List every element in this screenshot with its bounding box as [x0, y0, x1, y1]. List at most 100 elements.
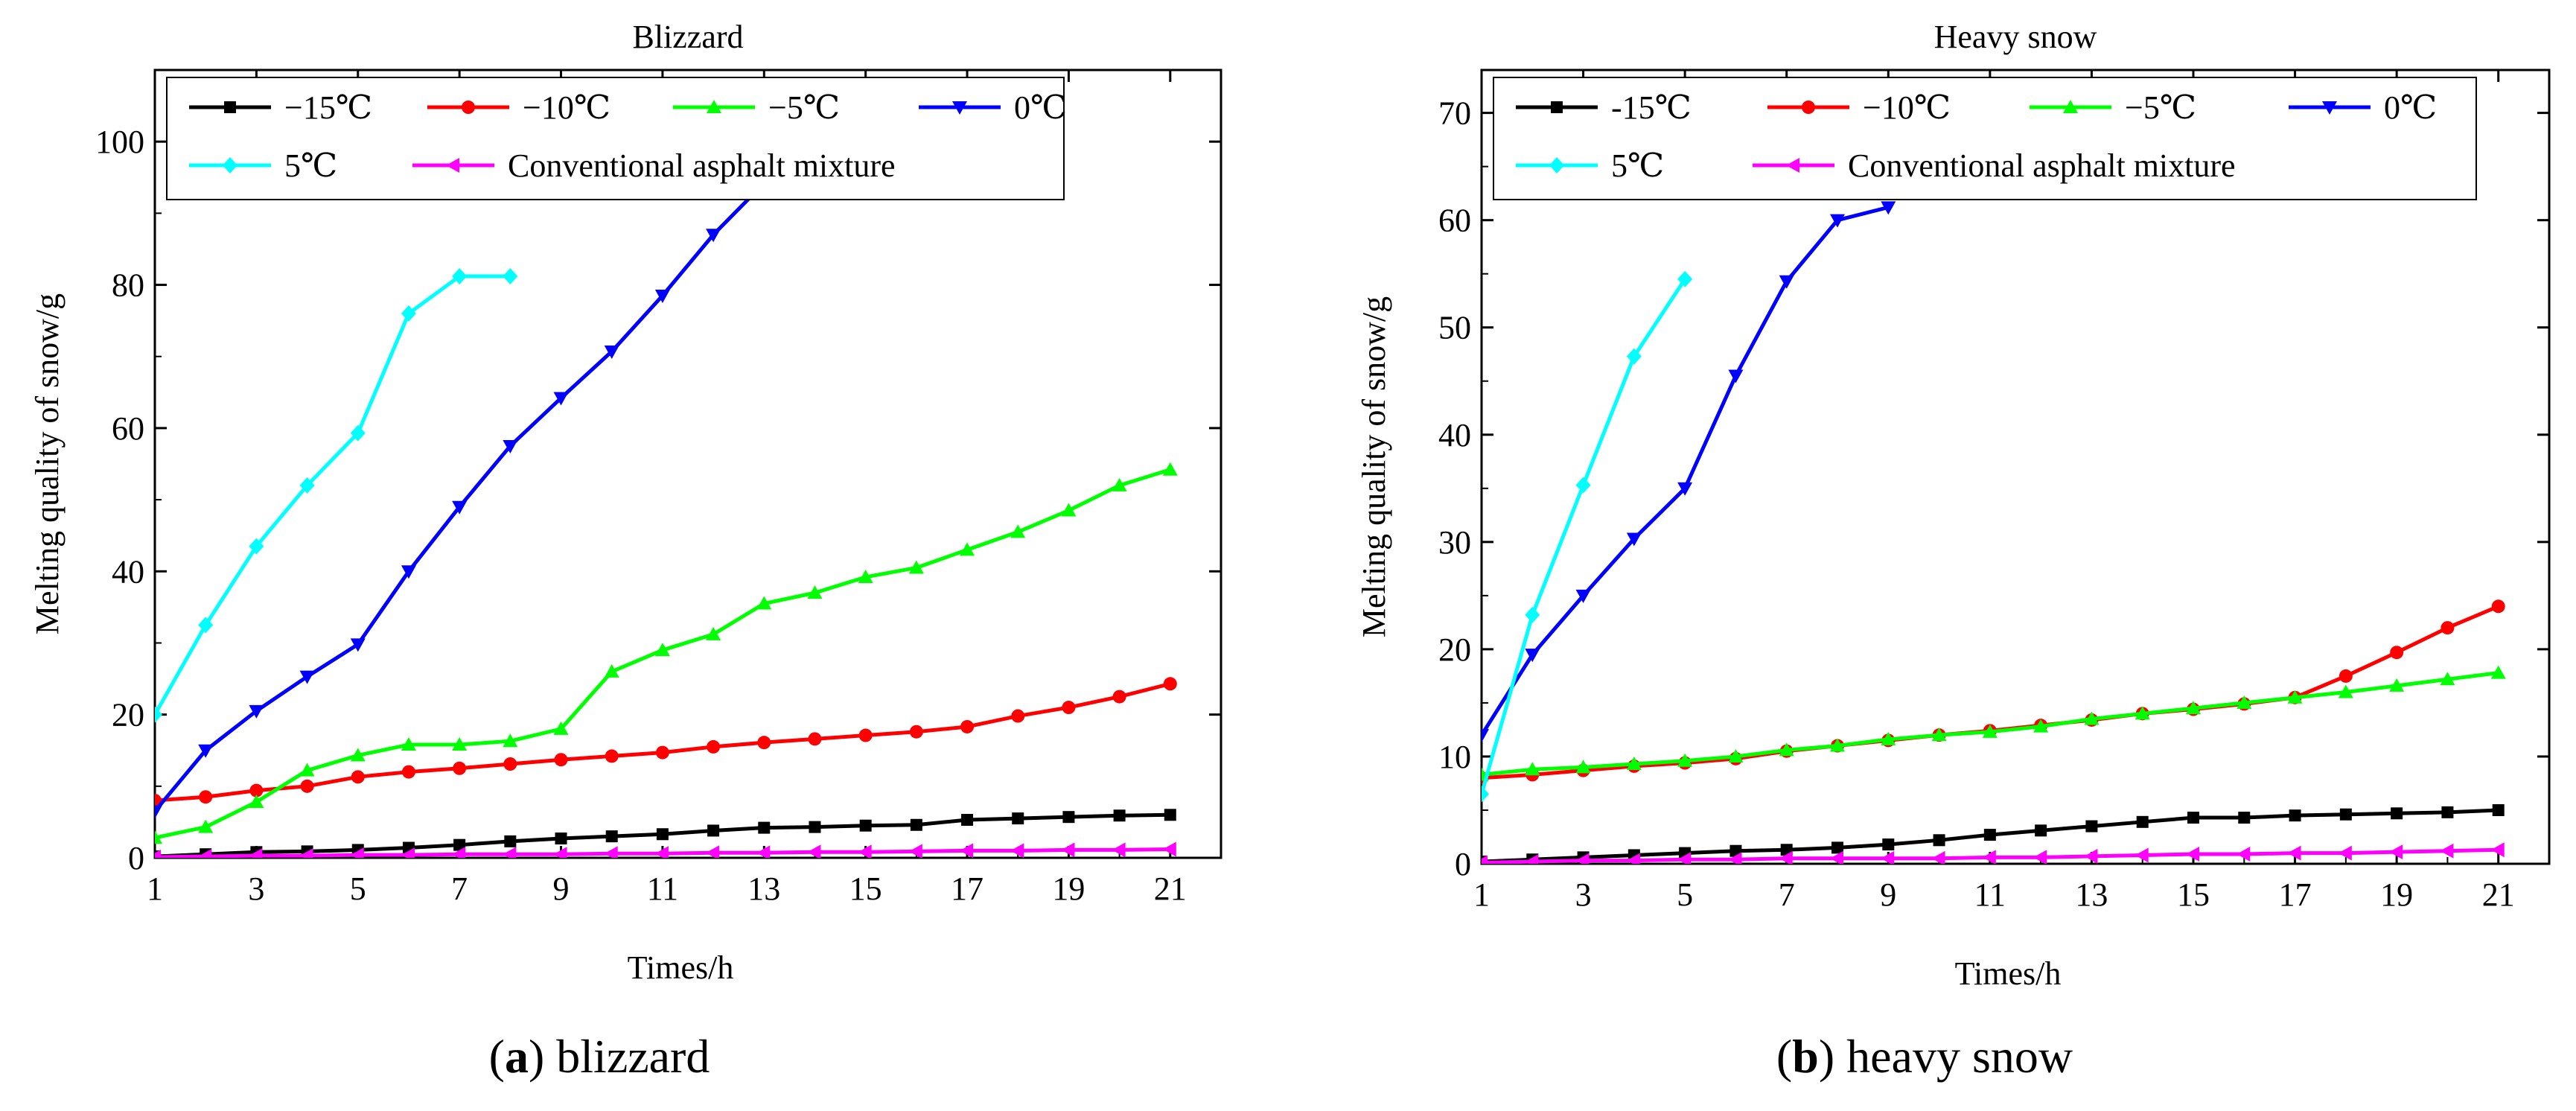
data-point [604, 846, 618, 858]
data-point [1062, 701, 1076, 715]
data-point [1983, 829, 1996, 841]
x-tick-label: 13 [747, 870, 780, 907]
data-point [401, 765, 415, 779]
data-point [1164, 809, 1176, 821]
data-point [452, 847, 466, 858]
data-point [2440, 672, 2455, 686]
data-point [1677, 270, 1693, 287]
data-point [807, 585, 823, 599]
y-tick-label: 20 [112, 697, 144, 733]
data-point [1112, 690, 1126, 704]
data-point [503, 439, 518, 453]
data-point [707, 739, 721, 754]
data-point [1728, 369, 1744, 383]
data-point [756, 845, 771, 858]
data-point [2440, 621, 2455, 635]
y-tick-label: 80 [112, 267, 144, 304]
data-point [1112, 842, 1126, 858]
data-point [960, 542, 975, 556]
data-point [1482, 855, 1488, 864]
data-point [908, 844, 922, 858]
x-tick-label: 15 [849, 870, 882, 907]
chart-title: Heavy snow [1934, 19, 2097, 55]
data-point [2033, 719, 2049, 733]
legend-label: −15℃ [284, 89, 372, 126]
data-point [553, 847, 567, 858]
data-point [350, 748, 366, 762]
data-point [656, 828, 669, 841]
data-point [1728, 852, 1742, 864]
legend-label: Conventional asphalt mixture [1848, 147, 2236, 184]
x-tick-label: 19 [1052, 870, 1085, 907]
y-tick-label: 30 [1438, 524, 1471, 561]
data-point [2338, 845, 2352, 861]
data-point [1061, 503, 1077, 517]
data-point [2135, 847, 2149, 863]
data-point [1882, 838, 1895, 851]
legend-box [166, 77, 1065, 200]
data-point [2238, 812, 2251, 824]
legend-marker [2322, 101, 2337, 115]
data-point [555, 833, 567, 845]
data-point [604, 663, 619, 678]
data-point [706, 845, 720, 858]
series-layer [155, 176, 1178, 858]
data-point [401, 847, 415, 858]
data-point [756, 596, 772, 610]
data-point [1779, 275, 1794, 289]
legend-marker [446, 158, 459, 173]
data-point [198, 819, 214, 833]
data-point [553, 392, 569, 406]
data-point [249, 783, 264, 798]
data-point [1626, 532, 1642, 547]
data-point [654, 289, 670, 303]
data-point [155, 830, 162, 844]
x-tick-label: 13 [2075, 876, 2108, 913]
x-tick-label: 9 [1880, 876, 1896, 913]
series-layer [1482, 201, 2506, 864]
data-point [1931, 850, 1945, 864]
series-line [1482, 278, 1687, 795]
data-point [2441, 806, 2454, 818]
data-point [1011, 709, 1025, 723]
data-point [1575, 760, 1591, 774]
caption-paren-open: ( [489, 1030, 505, 1083]
data-point [1525, 606, 1540, 623]
data-point [198, 744, 214, 758]
legend-label: 0℃ [2384, 89, 2437, 126]
x-tick-label: 5 [350, 870, 366, 907]
data-point [1933, 834, 1945, 847]
x-tick-label: 17 [951, 870, 983, 907]
caption-paren-close: ) [1819, 1030, 1846, 1083]
data-point [2287, 690, 2303, 704]
legend-marker [952, 101, 967, 115]
x-axis-label: Times/h [1955, 955, 2062, 992]
y-tick-label: 10 [1438, 739, 1471, 775]
data-point [350, 847, 364, 858]
data-point [1061, 842, 1075, 858]
data-point [504, 835, 517, 847]
data-point [2187, 812, 2199, 824]
legend-marker [223, 157, 237, 174]
data-point [1010, 843, 1024, 858]
data-point [960, 719, 975, 733]
data-point [503, 268, 518, 285]
data-point [350, 638, 366, 652]
legend-label: −5℃ [768, 89, 840, 126]
data-point [155, 850, 161, 858]
data-point [1113, 809, 1126, 822]
data-point [199, 790, 213, 804]
data-point [351, 770, 365, 784]
data-point [2035, 824, 2047, 837]
data-point [706, 229, 721, 243]
data-point [2084, 711, 2100, 725]
legend-label: −10℃ [523, 89, 610, 126]
x-tick-label: 17 [2279, 876, 2312, 913]
legend-marker [2063, 100, 2078, 113]
data-point [300, 779, 314, 793]
data-point [2390, 646, 2404, 660]
data-point [2389, 678, 2405, 692]
data-point [249, 794, 264, 808]
data-point [1112, 477, 1127, 491]
data-point [2287, 845, 2301, 861]
